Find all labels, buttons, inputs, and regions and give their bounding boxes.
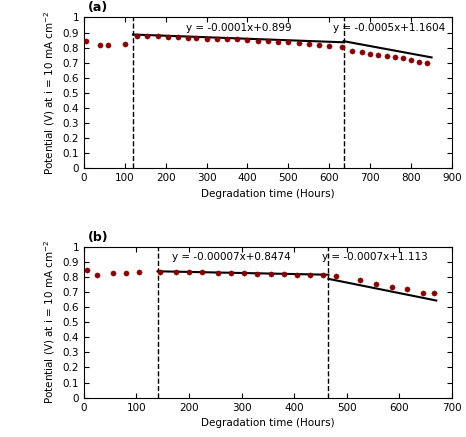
X-axis label: Degradation time (Hours): Degradation time (Hours): [201, 418, 335, 428]
Point: [105, 42, 112, 49]
Point: [172, 268, 180, 275]
Point: [199, 269, 206, 276]
Point: [319, 272, 327, 279]
Point: [348, 47, 356, 54]
Point: [293, 271, 301, 278]
Point: [133, 32, 141, 39]
Point: [83, 267, 90, 274]
Text: y = -0.00007x+0.8474: y = -0.00007x+0.8474: [172, 252, 290, 262]
Point: [157, 268, 164, 275]
Point: [109, 270, 116, 277]
Point: [244, 37, 251, 44]
Point: [280, 271, 288, 278]
Point: [424, 59, 431, 66]
Point: [185, 35, 192, 42]
Point: [203, 35, 210, 42]
Point: [264, 38, 272, 45]
Point: [135, 269, 143, 276]
Point: [399, 55, 407, 62]
Point: [338, 43, 345, 50]
Point: [333, 272, 340, 279]
Point: [154, 33, 161, 40]
Y-axis label: Potential (V) at i = 10 mA cm$^{-2}$: Potential (V) at i = 10 mA cm$^{-2}$: [42, 240, 57, 404]
Point: [227, 270, 235, 277]
Point: [404, 285, 411, 292]
Point: [388, 283, 395, 290]
Point: [305, 40, 313, 47]
Point: [391, 53, 398, 60]
Point: [430, 289, 437, 296]
Point: [315, 41, 323, 48]
Point: [240, 270, 248, 277]
Point: [416, 59, 423, 66]
Text: y = -0.0005x+1.1604: y = -0.0005x+1.1604: [333, 23, 445, 33]
Point: [383, 52, 391, 59]
Point: [254, 38, 261, 45]
Point: [267, 271, 274, 277]
Point: [372, 280, 379, 287]
Text: y = -0.0001x+0.899: y = -0.0001x+0.899: [185, 23, 291, 33]
Point: [223, 35, 231, 42]
Point: [274, 38, 282, 45]
Point: [407, 57, 415, 64]
Point: [164, 34, 171, 41]
Point: [144, 33, 151, 40]
Point: [375, 52, 382, 59]
Point: [254, 270, 261, 277]
Point: [121, 40, 129, 47]
Point: [233, 36, 241, 43]
Point: [122, 270, 130, 277]
Point: [366, 50, 374, 57]
Point: [93, 272, 101, 279]
Point: [185, 268, 193, 275]
Point: [96, 42, 104, 49]
Point: [174, 34, 182, 41]
Text: y = -0.0007x+1.113: y = -0.0007x+1.113: [322, 252, 428, 262]
Text: (b): (b): [88, 231, 108, 244]
Point: [326, 43, 333, 50]
Point: [285, 39, 292, 46]
Y-axis label: Potential (V) at i = 10 mA cm$^{-2}$: Potential (V) at i = 10 mA cm$^{-2}$: [42, 11, 57, 175]
Point: [213, 36, 220, 43]
Point: [295, 40, 302, 47]
Point: [192, 35, 200, 42]
Point: [358, 49, 366, 55]
X-axis label: Degradation time (Hours): Degradation time (Hours): [201, 189, 335, 199]
Point: [419, 289, 427, 296]
Point: [306, 271, 314, 278]
Point: [214, 269, 222, 276]
Text: (a): (a): [88, 1, 108, 14]
Point: [356, 277, 363, 284]
Point: [82, 38, 89, 45]
